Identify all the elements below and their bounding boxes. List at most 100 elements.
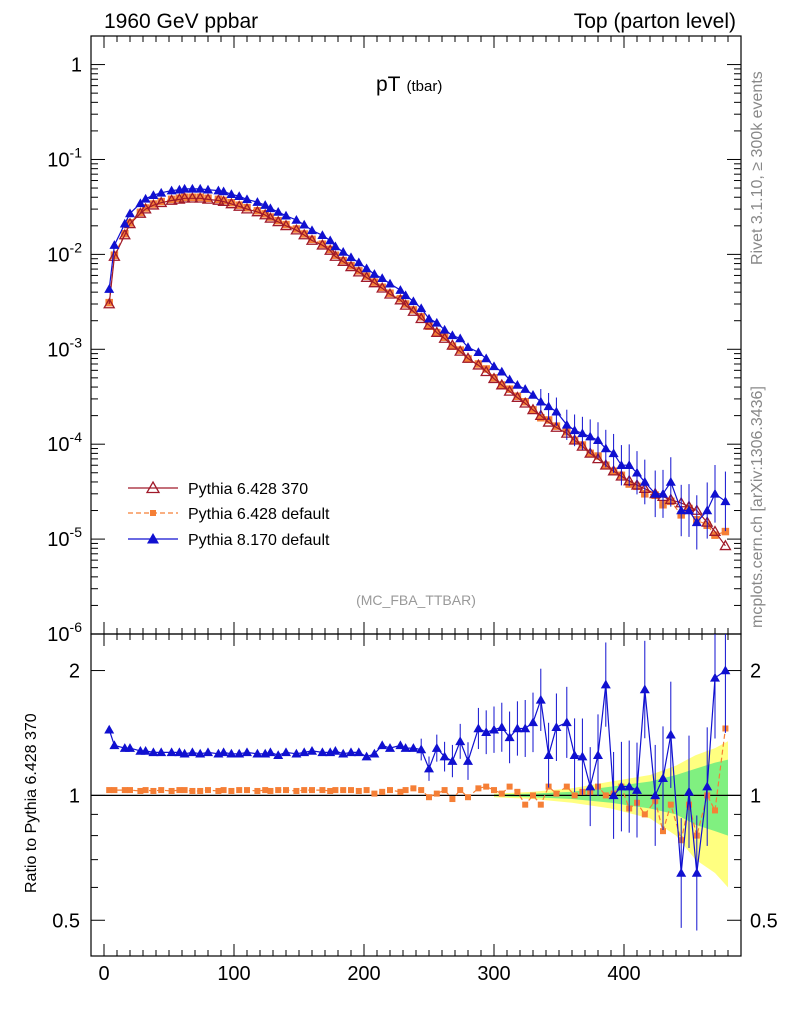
data-point [418, 787, 425, 794]
data-point [691, 867, 702, 877]
data-point [337, 255, 350, 266]
data-point [150, 787, 157, 794]
data-point [455, 333, 466, 343]
data-point [475, 785, 482, 792]
data-point [489, 724, 499, 734]
data-point [212, 194, 225, 205]
data-point [137, 787, 144, 794]
tick-base: 10 [47, 149, 69, 171]
data-point [275, 787, 282, 794]
header-right: Top (parton level) [574, 10, 736, 33]
data-point [119, 218, 130, 228]
data-point [265, 203, 276, 213]
data-point [385, 278, 395, 288]
data-point [234, 748, 245, 758]
data-point [447, 330, 458, 340]
data-point [166, 185, 177, 195]
data-point [676, 505, 687, 515]
data-point [233, 200, 246, 211]
legend-entry: Pythia 8.170 default [128, 532, 330, 549]
data-point [424, 313, 434, 323]
data-point [104, 284, 115, 293]
data-point [251, 205, 264, 217]
y-tick-label: 10-3 [47, 334, 82, 361]
data-point [457, 787, 464, 794]
data-point [156, 187, 167, 197]
data-point [371, 790, 378, 797]
data-point [309, 787, 315, 794]
data-point [282, 220, 290, 229]
data-point [528, 717, 538, 727]
data-point [355, 787, 362, 794]
ratio-y-tick-label: 0.5 [52, 910, 80, 932]
data-point [123, 217, 137, 229]
data-point [339, 256, 347, 265]
data-point [665, 729, 676, 739]
data-point [512, 723, 523, 733]
ratio-series [104, 634, 731, 931]
data-point [283, 787, 289, 794]
data-point [346, 747, 356, 757]
data-point [426, 794, 432, 801]
data-point [534, 409, 547, 421]
data-point [228, 787, 235, 794]
plot-title-main: pT [376, 73, 401, 96]
data-point [383, 287, 397, 299]
tick-base: 10 [47, 244, 69, 266]
data-point [186, 191, 199, 203]
data-point [291, 215, 302, 224]
data-point [148, 190, 159, 199]
tick-base: 10 [47, 529, 69, 551]
data-point [104, 724, 115, 734]
data-point [189, 787, 196, 794]
data-point [125, 208, 135, 218]
data-point [259, 208, 272, 220]
data-point [369, 269, 380, 278]
data-point [147, 198, 160, 210]
data-point [340, 787, 347, 794]
data-point [338, 748, 349, 758]
data-point [600, 679, 611, 689]
legend-label: Pythia 6.428 default [188, 506, 330, 523]
data-point [702, 505, 713, 515]
data-point [226, 189, 237, 199]
data-point [126, 219, 134, 227]
data-point [396, 295, 405, 303]
data-point [551, 406, 562, 416]
data-point [175, 194, 184, 203]
data-point [608, 790, 619, 800]
data-point [141, 204, 150, 212]
data-point [585, 431, 596, 441]
data-point [624, 781, 635, 791]
data-point [203, 184, 213, 194]
data-point [561, 717, 572, 727]
data-point [712, 807, 718, 814]
data-point [402, 787, 409, 794]
x-tick-label: 400 [607, 963, 640, 985]
data-point [290, 223, 303, 235]
data-point [308, 235, 316, 244]
data-point [157, 197, 165, 206]
data-point [431, 743, 442, 752]
data-point [346, 252, 356, 262]
data-point [721, 527, 730, 536]
data-point [465, 794, 471, 801]
data-point [325, 235, 336, 245]
data-point [496, 366, 507, 376]
data-point [376, 281, 389, 293]
data-point [347, 261, 355, 270]
tick-exponent: -3 [70, 334, 83, 350]
data-point [338, 246, 349, 256]
data-point [553, 790, 560, 797]
data-point [235, 201, 243, 209]
data-point [317, 230, 328, 240]
data-point [650, 488, 661, 498]
y-tick-label: 10-5 [47, 524, 82, 551]
data-point [431, 317, 442, 327]
data-point [660, 828, 666, 835]
data-point [576, 439, 589, 451]
data-point [281, 210, 291, 220]
data-point [220, 787, 227, 794]
y-tick-label: 10-2 [47, 239, 82, 266]
